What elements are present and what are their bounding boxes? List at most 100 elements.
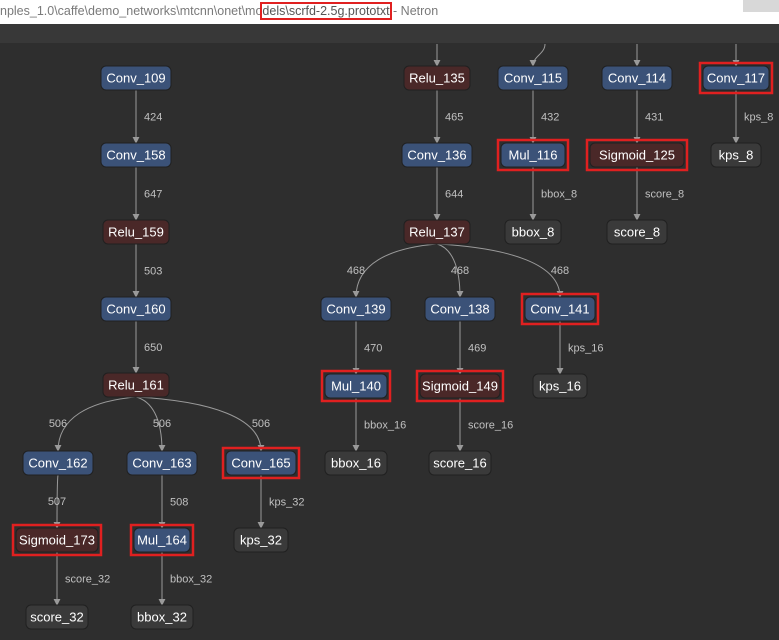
node-conv141[interactable]: Conv_141 [520, 292, 600, 326]
node-kps8[interactable]: kps_8 [710, 142, 762, 168]
highlight-box [11, 523, 103, 557]
edges-layer: 424 647 503 650 506 506 506 507 508 kps_32 score_3… [48, 43, 773, 606]
edge-label: score_16 [468, 420, 513, 432]
node-label: Relu_137 [409, 225, 465, 240]
node-score16[interactable]: score_16 [428, 450, 492, 476]
node-label: Relu_159 [108, 225, 164, 240]
node-conv162[interactable]: Conv_162 [22, 450, 94, 476]
node-kps32[interactable]: kps_32 [233, 527, 289, 553]
node-label: Conv_139 [326, 302, 385, 317]
node-label: Relu_135 [409, 71, 465, 86]
edge-relu161-conv162 [54, 396, 137, 452]
node-box [225, 450, 297, 476]
node-relu161[interactable]: Relu_161 [102, 372, 170, 398]
node-conv158[interactable]: Conv_158 [100, 142, 172, 168]
edge-label: 506 [252, 418, 270, 430]
node-mul164[interactable]: Mul_164 [129, 523, 195, 557]
node-score32[interactable]: score_32 [25, 604, 89, 630]
edge-label: 503 [144, 266, 162, 278]
node-label: Conv_160 [106, 302, 165, 317]
node-kps16[interactable]: kps_16 [532, 373, 588, 399]
node-box [324, 373, 388, 399]
node-box [100, 142, 172, 168]
node-box [403, 65, 471, 91]
node-box [126, 450, 198, 476]
edge-label: bbox_32 [170, 574, 212, 586]
node-box [324, 450, 388, 476]
node-box [424, 296, 496, 322]
node-box [524, 296, 596, 322]
node-conv138[interactable]: Conv_138 [424, 296, 496, 322]
node-box [702, 65, 770, 91]
node-label: bbox_32 [137, 610, 187, 625]
node-box [25, 604, 89, 630]
node-relu159[interactable]: Relu_159 [102, 219, 170, 245]
node-box [504, 219, 562, 245]
node-box [497, 65, 569, 91]
edge-label: score_32 [65, 574, 110, 586]
edge-label: 468 [451, 265, 469, 277]
node-box [130, 604, 194, 630]
node-relu137[interactable]: Relu_137 [403, 219, 471, 245]
edge-label: 432 [541, 112, 559, 124]
node-label: Conv_141 [530, 302, 589, 317]
incoming-edge-stub [529, 43, 546, 67]
node-label: Conv_109 [106, 71, 165, 86]
title-scrollbar[interactable] [743, 0, 779, 12]
node-mul116[interactable]: Mul_116 [496, 138, 570, 172]
edge-label: kps_8 [744, 112, 773, 124]
node-box [15, 527, 99, 553]
node-box [589, 142, 685, 168]
node-label: Conv_136 [407, 148, 466, 163]
node-conv117[interactable]: Conv_117 [698, 61, 774, 95]
node-relu135[interactable]: Relu_135 [403, 65, 471, 91]
node-label: Mul_116 [509, 148, 558, 163]
node-conv165[interactable]: Conv_165 [221, 446, 301, 480]
node-label: kps_8 [719, 148, 754, 163]
node-box [428, 450, 492, 476]
node-box [601, 65, 673, 91]
edge-relu137-conv138 [436, 243, 464, 298]
node-sigmoid149[interactable]: Sigmoid_149 [415, 369, 505, 403]
edge-label: kps_32 [269, 497, 304, 509]
node-sigmoid173[interactable]: Sigmoid_173 [11, 523, 103, 557]
node-conv139[interactable]: Conv_139 [320, 296, 392, 322]
edge-relu161-conv165 [135, 396, 265, 452]
node-conv163[interactable]: Conv_163 [126, 450, 198, 476]
node-conv115[interactable]: Conv_115 [497, 65, 569, 91]
highlight-box [415, 369, 505, 403]
node-bbox8[interactable]: bbox_8 [504, 219, 562, 245]
node-label: Conv_162 [28, 456, 87, 471]
node-box [710, 142, 762, 168]
node-box [22, 450, 94, 476]
highlight-box [585, 138, 689, 172]
node-bbox16[interactable]: bbox_16 [324, 450, 388, 476]
node-score8[interactable]: score_8 [606, 219, 668, 245]
edge-relu137-conv141 [436, 243, 564, 298]
node-mul140[interactable]: Mul_140 [320, 369, 392, 403]
node-box [133, 527, 191, 553]
edge-label: kps_16 [568, 343, 603, 355]
window-title-bar: nples_1.0\caffe\demo_networks\mtcnn\onet… [0, 0, 779, 24]
node-conv160[interactable]: Conv_160 [100, 296, 172, 322]
node-label: bbox_16 [331, 456, 381, 471]
nodes-layer: Conv_109 Conv_158 Relu_159 Conv_160 Relu_161… [11, 61, 774, 630]
node-box [100, 65, 172, 91]
edge-label: bbox_8 [541, 189, 577, 201]
node-label: score_8 [614, 225, 660, 240]
node-conv136[interactable]: Conv_136 [401, 142, 473, 168]
edge-label: 506 [49, 418, 67, 430]
node-box [500, 142, 566, 168]
node-conv109[interactable]: Conv_109 [100, 65, 172, 91]
highlight-box [496, 138, 570, 172]
node-label: Conv_117 [707, 71, 765, 86]
node-box [401, 142, 473, 168]
node-label: Mul_140 [331, 379, 381, 394]
node-sigmoid125[interactable]: Sigmoid_125 [585, 138, 689, 172]
node-box [606, 219, 668, 245]
node-bbox32[interactable]: bbox_32 [130, 604, 194, 630]
node-label: Conv_138 [430, 302, 489, 317]
node-box [320, 296, 392, 322]
node-conv114[interactable]: Conv_114 [601, 65, 673, 91]
